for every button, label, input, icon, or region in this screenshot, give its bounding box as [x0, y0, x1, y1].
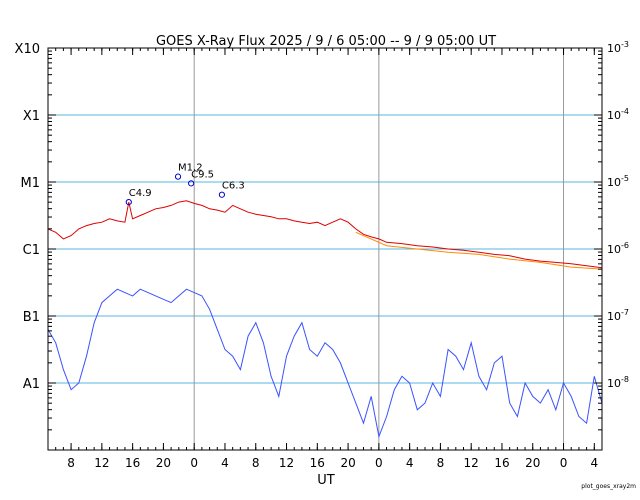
- x-tick-label: 20: [525, 456, 540, 470]
- x-tick-label: 0: [190, 456, 198, 470]
- y-left-label-X1: X1: [23, 109, 40, 124]
- y-left-label-X10: X10: [15, 42, 40, 57]
- x-tick-label: 16: [310, 456, 325, 470]
- y-right-label: 10-8: [607, 375, 629, 390]
- y-right-label: 10-4: [607, 107, 629, 122]
- x-tick-label: 8: [437, 456, 445, 470]
- x-tick-label: 20: [340, 456, 355, 470]
- flare-label-M1.2: M1.2: [178, 163, 203, 174]
- grid-lines: [48, 48, 602, 450]
- y-right-label: 10-5: [607, 174, 629, 189]
- x-tick-label: 4: [221, 456, 229, 470]
- series-line-2: [47, 288, 603, 439]
- x-tick-label: 0: [560, 456, 568, 470]
- y-right-label: 10-7: [607, 308, 629, 323]
- flare-annotations: C4.9 M1.2C9.5 C6.3: [125, 163, 245, 206]
- chart-title: GOES X-Ray Flux 2025 / 9 / 6 05:00 -- 9 …: [156, 34, 496, 49]
- flare-label-C6.3: C6.3: [222, 181, 245, 192]
- footer-note: plot_goes_xray2m: [581, 483, 636, 490]
- series-line-1: [355, 231, 603, 270]
- axis-labels: 8 12 16 20 0 4 8 12 16 20 0 4 8 12 16 20 0 4 X10 X1 M1 C1 B1 A1…: [15, 40, 629, 470]
- flare-label-C9.5: C9.5: [191, 169, 214, 180]
- x-tick-label: 12: [94, 456, 109, 470]
- x-tick-label: 20: [156, 456, 171, 470]
- series-line-0: [47, 200, 603, 269]
- y-left-label-A1: A1: [23, 377, 40, 392]
- y-right-label: 10-3: [607, 40, 629, 55]
- y-right-label: 10-6: [607, 241, 629, 256]
- x-tick-label: 12: [279, 456, 294, 470]
- y-left-label-M1: M1: [21, 176, 41, 191]
- axis-ticks: [47, 47, 603, 450]
- x-tick-label: 16: [494, 456, 509, 470]
- series-layer: [47, 200, 603, 439]
- flare-marker-C4.9: [125, 199, 132, 206]
- y-left-label-C1: C1: [23, 243, 40, 258]
- y-left-label-B1: B1: [23, 310, 40, 325]
- x-tick-label: 8: [252, 456, 260, 470]
- flare-label-C4.9: C4.9: [129, 188, 152, 199]
- x-tick-label: 4: [406, 456, 414, 470]
- x-axis-label: UT: [317, 473, 335, 488]
- x-tick-label: 16: [125, 456, 140, 470]
- x-tick-label: 8: [67, 456, 75, 470]
- x-tick-label: 4: [590, 456, 598, 470]
- x-tick-label: 0: [375, 456, 383, 470]
- flare-marker-M1.2: [174, 173, 182, 180]
- x-tick-label: 12: [464, 456, 479, 470]
- flare-marker-C9.5: [188, 180, 195, 187]
- flare-marker-C6.3: [218, 191, 225, 198]
